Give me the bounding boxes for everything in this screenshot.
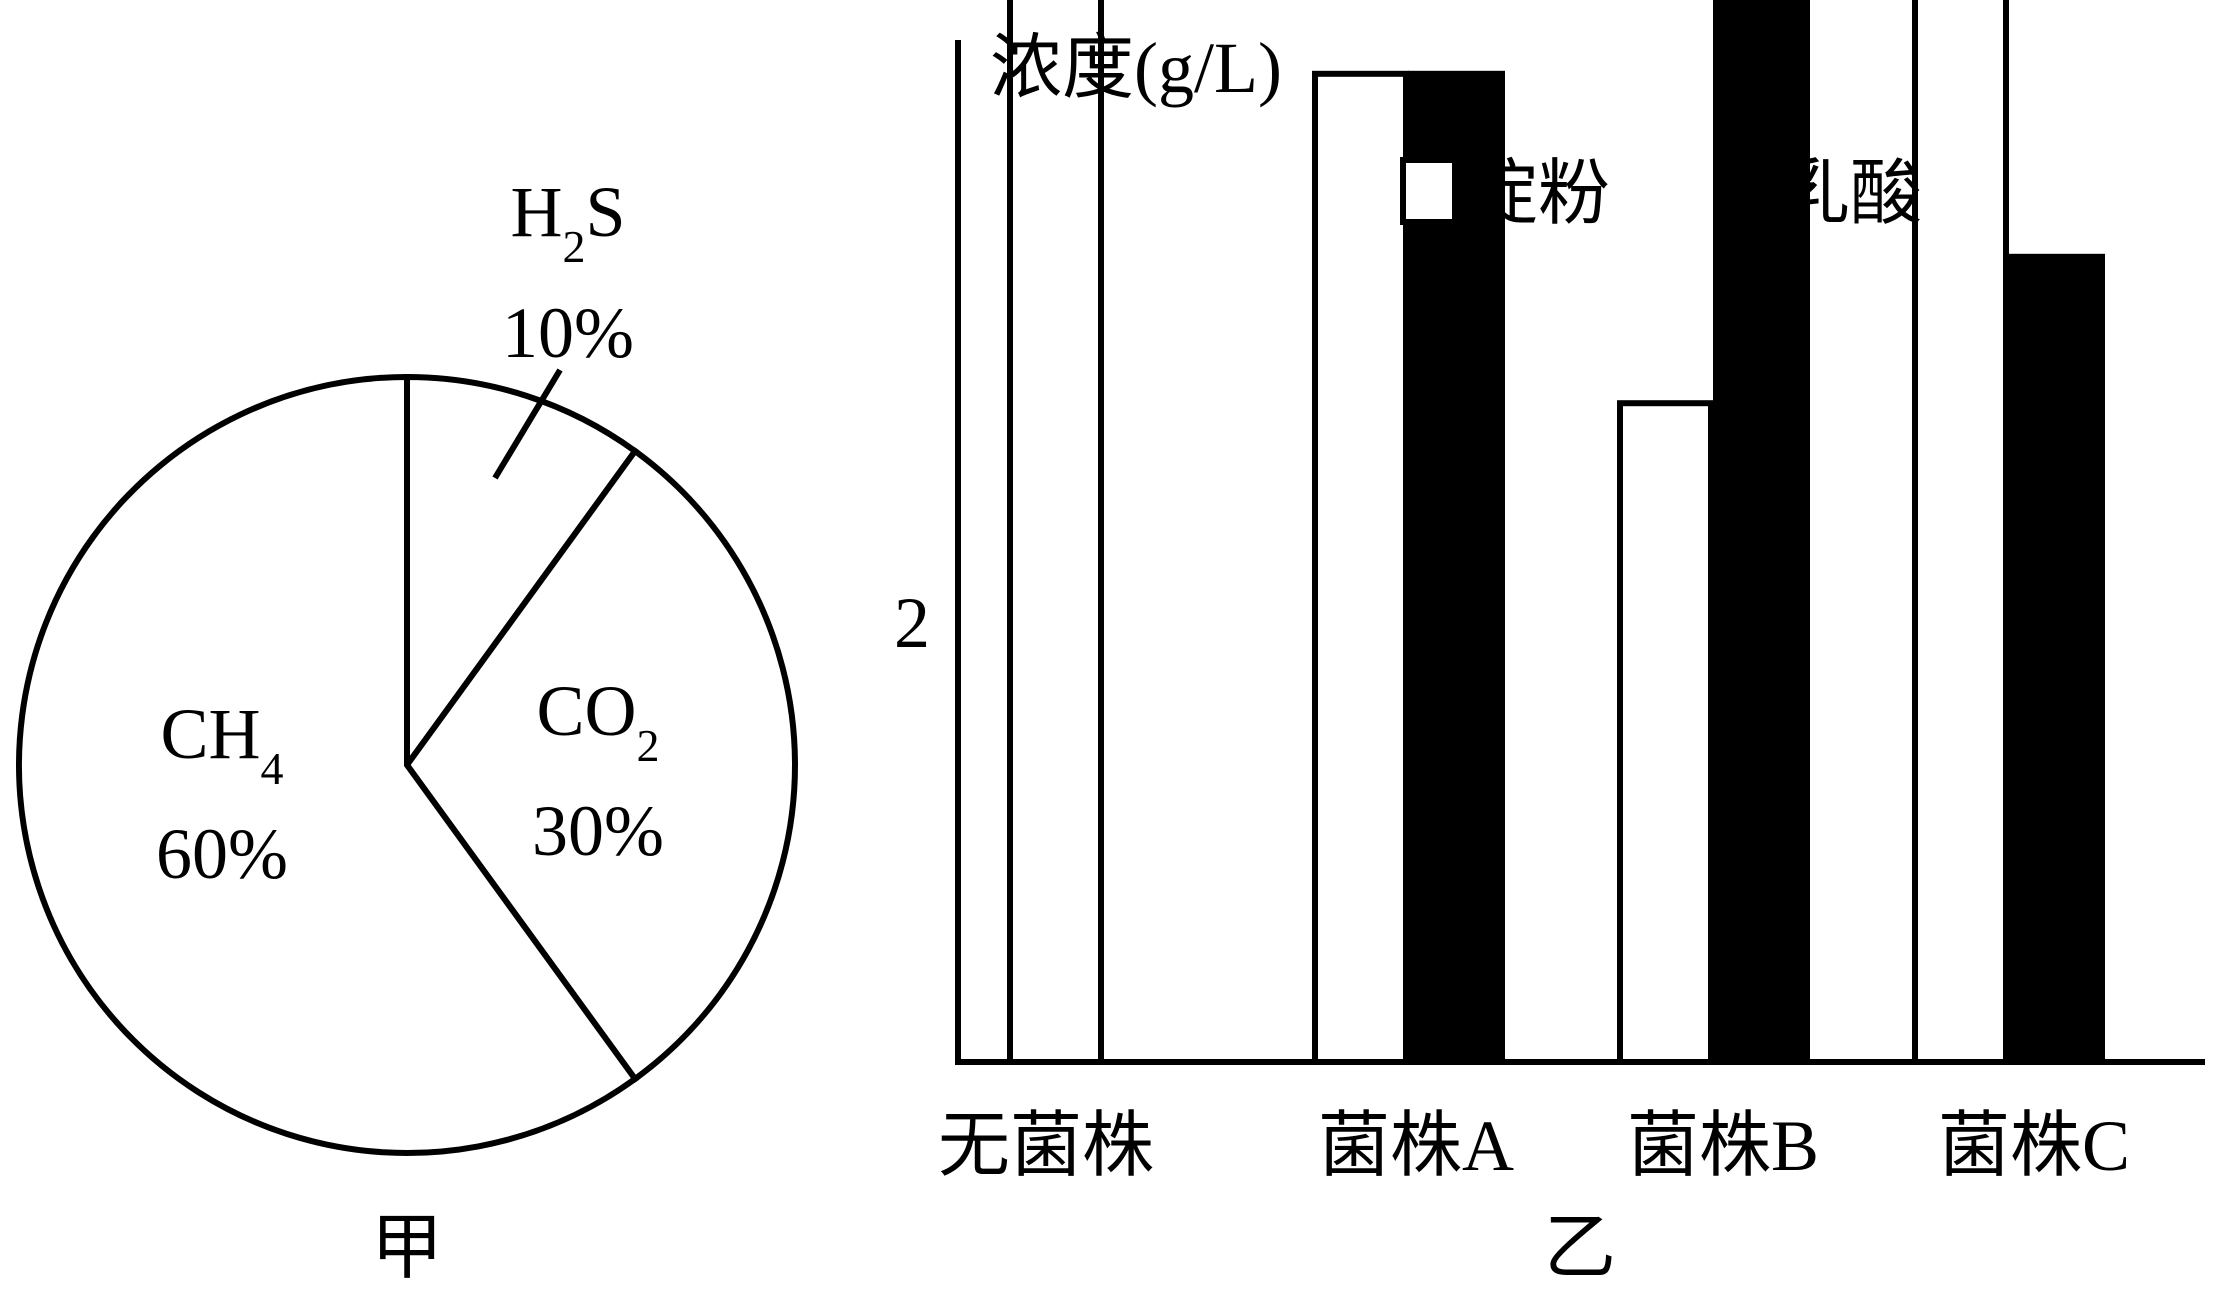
pie-chart: H2S 10% CO2 30% CH4 60% 甲 (16, 172, 798, 1288)
bar-starch-3 (1912, 0, 2009, 1065)
pie-label-co2-percent: 30% (532, 791, 664, 871)
pie-label-ch4-percent: 60% (156, 814, 288, 894)
bar-starch-2 (1617, 400, 1714, 1065)
pie-label-co2-formula: CO2 (536, 671, 659, 771)
y-tick-labels: 246 (894, 583, 930, 663)
bar-caption: 乙 (1544, 1208, 1616, 1288)
bar-starch-1 (1312, 70, 1409, 1066)
pie-caption: 甲 (371, 1208, 443, 1288)
x-category-label: 菌株B (1627, 1106, 1819, 1186)
x-category-labels: 无菌株 菌株A 菌株B 菌株C (938, 1106, 2130, 1186)
pie-slice-h2s (404, 373, 640, 775)
bar-chart: 246 无菌株 菌株A 菌株B 菌株C 浓度(g/L) 淀粉 乳酸 乙 (894, 0, 2205, 1288)
legend: 淀粉 乳酸 (1400, 154, 1922, 234)
legend-label-lactic-acid: 乳酸 (1778, 154, 1922, 234)
bar-starch-0 (1007, 0, 1104, 1065)
pie-slices (16, 373, 798, 1156)
pie-slice-co2 (403, 446, 798, 1084)
x-category-label: 菌株A (1318, 1106, 1514, 1186)
legend-swatch-lactic-acid (1713, 157, 1771, 225)
pie-label-h2s-percent: 10% (502, 293, 634, 373)
bar-lactic-acid-3 (2008, 253, 2105, 1065)
legend-label-starch: 淀粉 (1466, 154, 1610, 234)
y-tick-label: 2 (894, 583, 930, 663)
pie-label-ch4-formula: CH4 (160, 694, 283, 794)
legend-swatch-starch (1400, 157, 1458, 225)
x-category-label: 无菌株 (938, 1106, 1154, 1186)
y-axis-label: 浓度(g/L) (990, 28, 1282, 108)
pie-label-h2s-formula: H2S (510, 172, 625, 272)
h2s-leader-line (492, 368, 563, 480)
x-category-label: 菌株C (1938, 1106, 2130, 1186)
pie-slice-ch4 (16, 373, 640, 1156)
